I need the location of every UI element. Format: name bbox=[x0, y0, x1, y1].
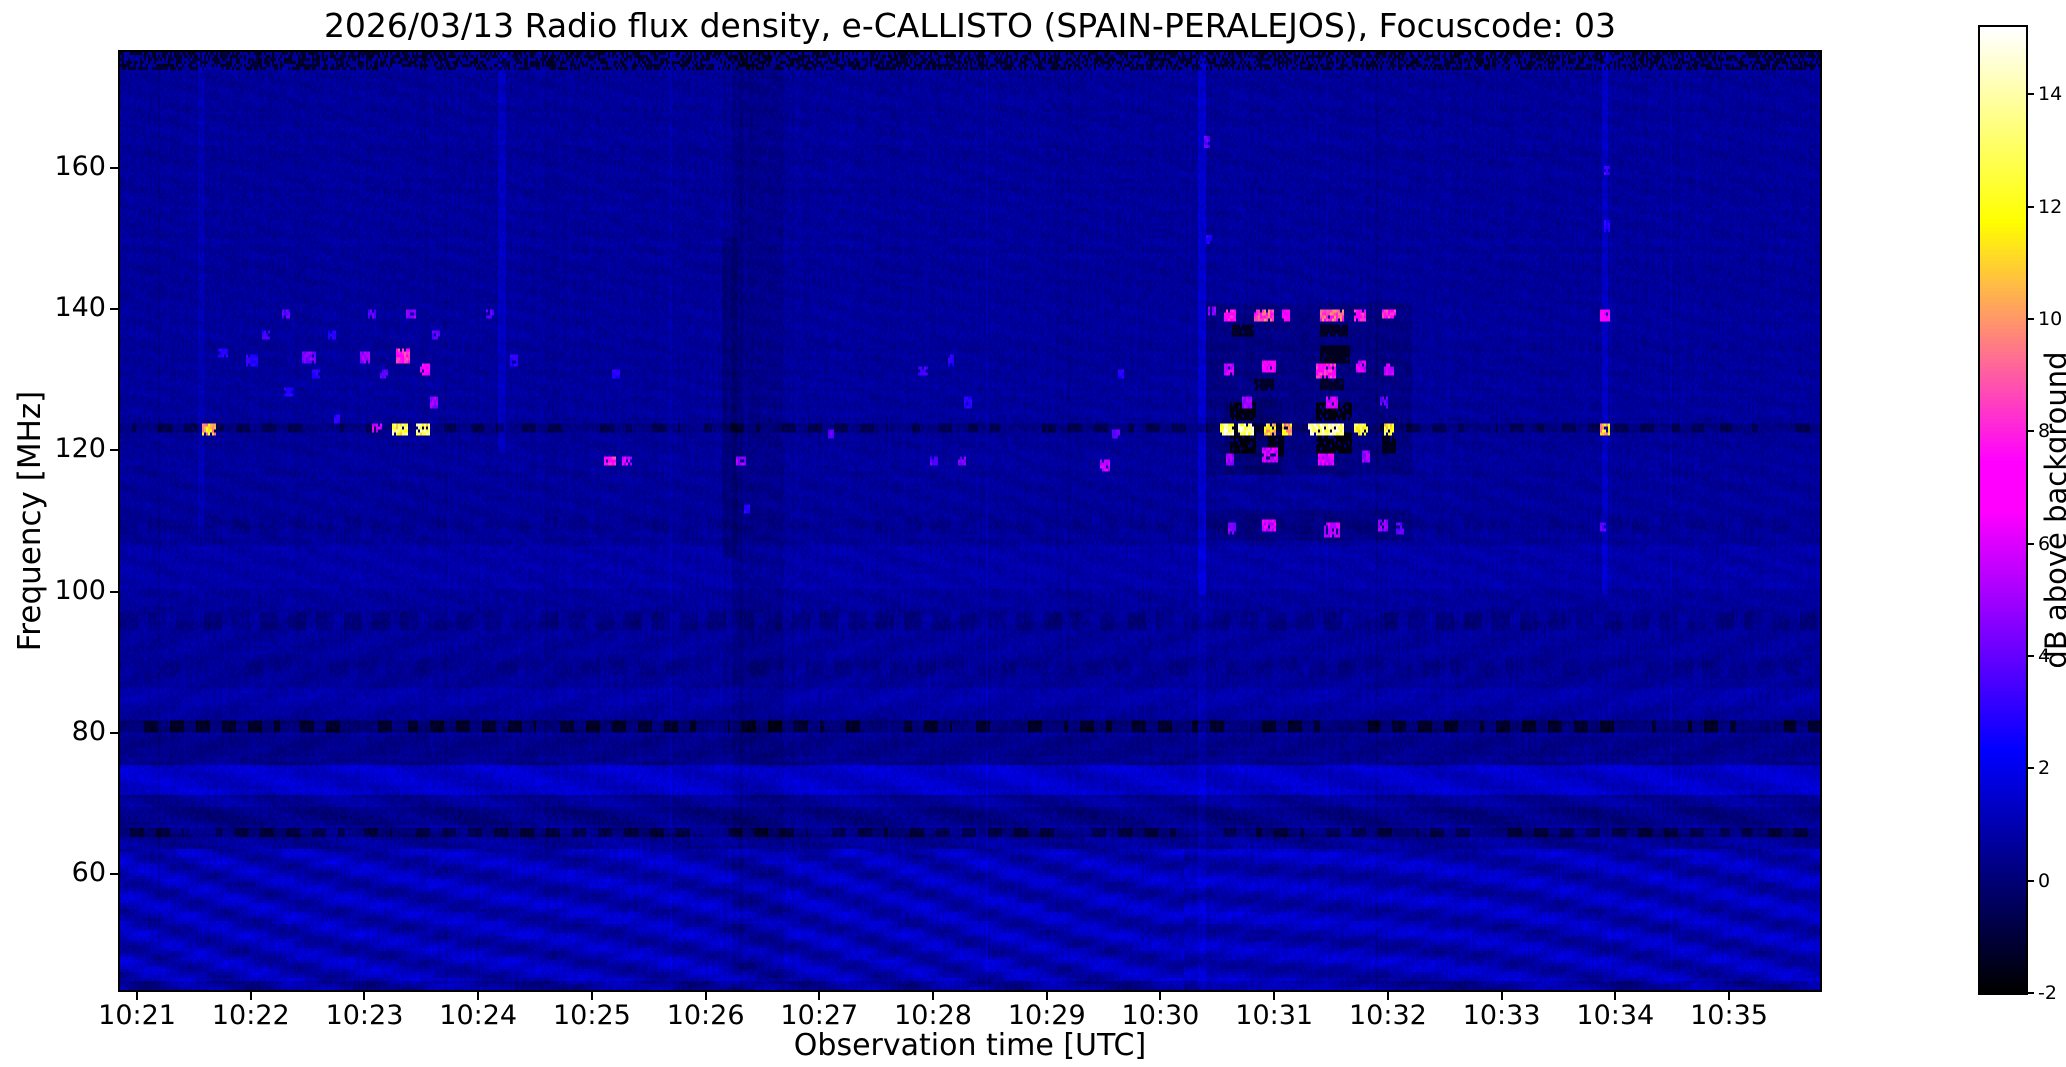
x-tick-label: 10:23 bbox=[325, 1000, 404, 1031]
x-tick-label: 10:22 bbox=[211, 1000, 290, 1031]
x-tick-label: 10:33 bbox=[1462, 1000, 1541, 1031]
colorbar-tick-mark bbox=[2026, 767, 2034, 770]
x-tick-label: 10:31 bbox=[1235, 1000, 1314, 1031]
colorbar-tick-label: 10 bbox=[2038, 308, 2063, 331]
x-tick-label: 10:25 bbox=[553, 1000, 631, 1031]
y-tick-label: 140 bbox=[54, 292, 106, 324]
colorbar-tick-label: 8 bbox=[2038, 420, 2051, 443]
colorbar-tick-mark bbox=[2026, 655, 2034, 658]
y-tick-label: 160 bbox=[54, 151, 106, 183]
y-tick-mark bbox=[110, 731, 120, 734]
colorbar-canvas bbox=[1980, 27, 2026, 993]
y-tick-mark bbox=[110, 308, 120, 311]
y-tick-mark bbox=[110, 449, 120, 452]
colorbar-tick-label: -2 bbox=[2038, 982, 2057, 1004]
chart-title: 2026/03/13 Radio flux density, e-CALLIST… bbox=[323, 6, 1617, 45]
x-tick-label: 10:28 bbox=[894, 1000, 972, 1031]
x-tick-mark bbox=[1728, 990, 1731, 1000]
x-tick-label: 10:26 bbox=[666, 1000, 745, 1031]
colorbar-label-text: dB above background bbox=[2039, 351, 2066, 669]
x-tick-label: 10:30 bbox=[1121, 1000, 1200, 1031]
colorbar-tick-label: 0 bbox=[2038, 869, 2051, 892]
x-tick-mark bbox=[1386, 990, 1389, 1000]
x-tick-mark bbox=[1045, 990, 1048, 1000]
x-tick-mark bbox=[1159, 990, 1162, 1000]
y-tick-label: 100 bbox=[54, 574, 106, 606]
y-axis-label-text: Frequency [MHz] bbox=[12, 390, 48, 652]
x-axis-label: Observation time [UTC] bbox=[793, 1028, 1147, 1063]
x-tick-mark bbox=[1614, 990, 1617, 1000]
colorbar-tick-mark bbox=[2026, 542, 2034, 545]
x-tick-label: 10:35 bbox=[1690, 1000, 1768, 1031]
x-tick-mark bbox=[1500, 990, 1503, 1000]
y-tick-label: 60 bbox=[71, 856, 106, 888]
colorbar-tick-label: 12 bbox=[2038, 195, 2063, 218]
colorbar-tick-mark bbox=[2026, 879, 2034, 882]
y-tick-label: 120 bbox=[54, 433, 106, 465]
colorbar-tick-label: 4 bbox=[2038, 645, 2051, 668]
x-tick-label: 10:32 bbox=[1348, 1000, 1427, 1031]
x-tick-mark bbox=[477, 990, 480, 1000]
x-tick-mark bbox=[932, 990, 935, 1000]
x-tick-mark bbox=[1273, 990, 1276, 1000]
y-tick-label: 80 bbox=[71, 715, 106, 747]
colorbar-tick-mark bbox=[2026, 93, 2034, 96]
x-tick-label: 10:21 bbox=[98, 1000, 176, 1031]
x-tick-mark bbox=[136, 990, 139, 1000]
y-tick-mark bbox=[110, 167, 120, 170]
x-tick-mark bbox=[818, 990, 821, 1000]
x-tick-label: 10:34 bbox=[1576, 1000, 1655, 1031]
x-tick-mark bbox=[363, 990, 366, 1000]
colorbar bbox=[1978, 25, 2028, 995]
colorbar-tick-mark bbox=[2026, 430, 2034, 433]
colorbar-tick-label: 6 bbox=[2038, 532, 2051, 555]
x-tick-mark bbox=[590, 990, 593, 1000]
colorbar-tick-label: 14 bbox=[2038, 83, 2063, 106]
colorbar-tick-mark bbox=[2026, 205, 2034, 208]
y-tick-mark bbox=[110, 872, 120, 875]
colorbar-tick-mark bbox=[2026, 992, 2034, 994]
x-tick-label: 10:29 bbox=[1007, 1000, 1086, 1031]
spectrogram-plot bbox=[118, 50, 1822, 992]
x-tick-mark bbox=[249, 990, 252, 1000]
spectrogram-canvas bbox=[120, 52, 1820, 990]
colorbar-tick-label: 2 bbox=[2038, 757, 2051, 780]
x-tick-label: 10:27 bbox=[780, 1000, 859, 1031]
y-tick-mark bbox=[110, 590, 120, 593]
colorbar-tick-mark bbox=[2026, 318, 2034, 321]
x-tick-label: 10:24 bbox=[439, 1000, 518, 1031]
x-tick-mark bbox=[704, 990, 707, 1000]
